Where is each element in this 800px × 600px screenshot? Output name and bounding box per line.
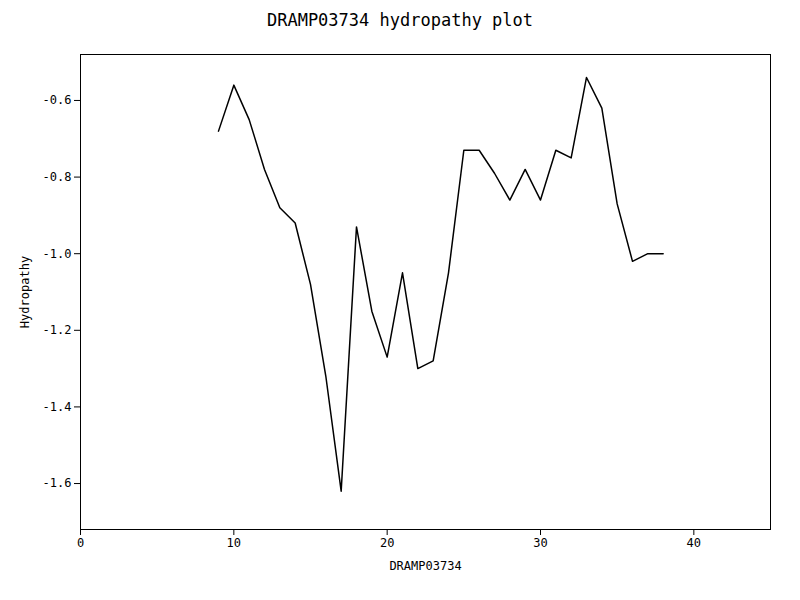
- svg-text:DRAMP03734: DRAMP03734: [389, 559, 461, 573]
- svg-text:10: 10: [227, 536, 241, 550]
- svg-text:30: 30: [533, 536, 547, 550]
- svg-text:Hydropathy: Hydropathy: [18, 256, 32, 328]
- svg-text:0: 0: [77, 536, 84, 550]
- svg-text:-1.2: -1.2: [43, 323, 72, 337]
- svg-text:-1.4: -1.4: [43, 400, 72, 414]
- svg-text:20: 20: [380, 536, 394, 550]
- svg-text:-0.6: -0.6: [43, 93, 72, 107]
- svg-text:-1.0: -1.0: [43, 247, 72, 261]
- svg-text:-0.8: -0.8: [43, 170, 72, 184]
- html-text:DRAMP03734 hydropathy plot: DRAMP03734 hydropathy plot: [266, 10, 533, 30]
- svg-text:-1.6: -1.6: [43, 476, 72, 490]
- svg-text:40: 40: [687, 536, 701, 550]
